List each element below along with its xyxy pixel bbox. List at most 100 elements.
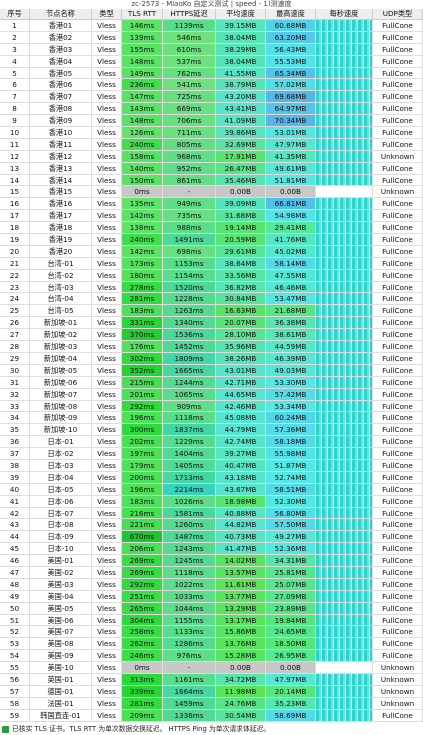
tls-rtt: 292ms [122, 400, 163, 413]
protocol-type: Vless [92, 448, 122, 460]
speed-sparkline [316, 364, 373, 377]
speed-sparkline [316, 245, 373, 258]
https-delay: 952ms [163, 162, 216, 175]
udp-type: Unknown [373, 685, 423, 698]
avg-speed: 14.02MB [216, 555, 266, 567]
node-name: 香港06 [30, 79, 92, 92]
node-name: 新加坡-10 [30, 424, 92, 437]
node-name: 香港11 [30, 138, 92, 151]
max-speed: 70.34MB [266, 115, 316, 128]
row-number: 52 [0, 626, 30, 639]
avg-speed: 41.47MB [216, 543, 266, 556]
tls-rtt: 173ms [122, 257, 163, 270]
node-name: 香港10 [30, 127, 92, 139]
row-number: 49 [0, 590, 30, 603]
header-cell: 最高速度 [266, 9, 316, 20]
https-delay: 968ms [163, 150, 216, 163]
https-delay: - [163, 186, 216, 199]
speed-sparkline [316, 20, 373, 32]
row-number: 41 [0, 495, 30, 508]
protocol-type: Vless [92, 293, 122, 306]
row-number: 13 [0, 162, 30, 175]
https-delay: 1520ms [163, 281, 216, 294]
tls-rtt: 352ms [122, 364, 163, 377]
table-row: 33 新加坡-08 Vless 292ms 909ms 42.46MB 53.34MB Ful… [0, 400, 423, 413]
row-number: 1 [0, 20, 30, 32]
https-delay: 1536ms [163, 329, 216, 342]
protocol-type: Vless [92, 566, 122, 579]
https-delay: 988ms [163, 222, 216, 235]
https-delay: 1837ms [163, 424, 216, 437]
node-name: 日本-05 [30, 483, 92, 496]
row-number: 37 [0, 448, 30, 460]
node-name: 美国-06 [30, 614, 92, 627]
node-name: 香港01 [30, 20, 92, 32]
speed-sparkline [316, 352, 373, 365]
https-delay: 1491ms [163, 234, 216, 246]
udp-type: FullCone [373, 103, 423, 116]
https-delay: 1139ms [163, 20, 216, 32]
speed-sparkline [316, 341, 373, 353]
max-speed: 69.68MB [266, 91, 316, 104]
udp-type: FullCone [373, 590, 423, 603]
tls-rtt: 183ms [122, 305, 163, 318]
row-number: 58 [0, 697, 30, 710]
row-number: 16 [0, 198, 30, 211]
node-name: 新加坡-03 [30, 341, 92, 353]
speed-sparkline [316, 507, 373, 520]
udp-type: FullCone [373, 388, 423, 401]
speed-sparkline [316, 638, 373, 651]
tls-rtt: 292ms [122, 578, 163, 591]
table-row: 4 香港04 Vless 148ms 537ms 38.04MB 55.53MB FullCo… [0, 55, 423, 68]
max-speed: 47.97MB [266, 673, 316, 686]
tls-rtt: 140ms [122, 162, 163, 175]
speed-sparkline [316, 55, 373, 68]
node-name: 香港14 [30, 174, 92, 187]
max-speed: 58.51MB [266, 483, 316, 496]
udp-type: FullCone [373, 174, 423, 187]
https-delay: 1155ms [163, 614, 216, 627]
protocol-type: Vless [92, 352, 122, 365]
udp-type: FullCone [373, 55, 423, 68]
protocol-type: Vless [92, 602, 122, 615]
max-speed: 20.14MB [266, 685, 316, 698]
tls-rtt: 269ms [122, 555, 163, 567]
max-speed: 45.02MB [266, 245, 316, 258]
udp-type: FullCone [373, 507, 423, 520]
node-name: 日本-08 [30, 519, 92, 532]
protocol-type: Vless [92, 20, 122, 32]
tls-rtt: 196ms [122, 483, 163, 496]
avg-speed: 45.08MB [216, 412, 266, 425]
tls-rtt: 126ms [122, 127, 163, 139]
speed-sparkline [316, 578, 373, 591]
udp-type: FullCone [373, 483, 423, 496]
max-speed: 66.81MB [266, 198, 316, 211]
https-delay: 1404ms [163, 448, 216, 460]
avg-speed: 38.04MB [216, 31, 266, 44]
node-name: 美国-08 [30, 638, 92, 651]
https-delay: 1664ms [163, 685, 216, 698]
https-delay: 1713ms [163, 471, 216, 484]
header-cell: 类型 [92, 9, 122, 20]
avg-speed: 42.71MB [216, 376, 266, 389]
tls-rtt: 201ms [122, 388, 163, 401]
table-row: 59 韩国直连-01 Vless 209ms 1336ms 30.54MB 58.69MB F… [0, 709, 423, 722]
tls-rtt: 331ms [122, 317, 163, 330]
tls-rtt: 138ms [122, 222, 163, 235]
protocol-type: Vless [92, 555, 122, 567]
protocol-type: Vless [92, 543, 122, 556]
row-number: 12 [0, 150, 30, 163]
https-delay: 669ms [163, 103, 216, 116]
tls-rtt: 139ms [122, 31, 163, 44]
node-name: 日本-03 [30, 459, 92, 472]
max-speed: 36.38MB [266, 317, 316, 330]
speed-sparkline [316, 424, 373, 437]
header-cell: 平均速度 [216, 9, 266, 20]
avg-speed: 31.68MB [216, 210, 266, 223]
https-delay: 1244ms [163, 376, 216, 389]
speed-sparkline [316, 436, 373, 449]
https-delay: 1405ms [163, 459, 216, 472]
protocol-type: Vless [92, 638, 122, 651]
max-speed: 58.18MB [266, 436, 316, 449]
